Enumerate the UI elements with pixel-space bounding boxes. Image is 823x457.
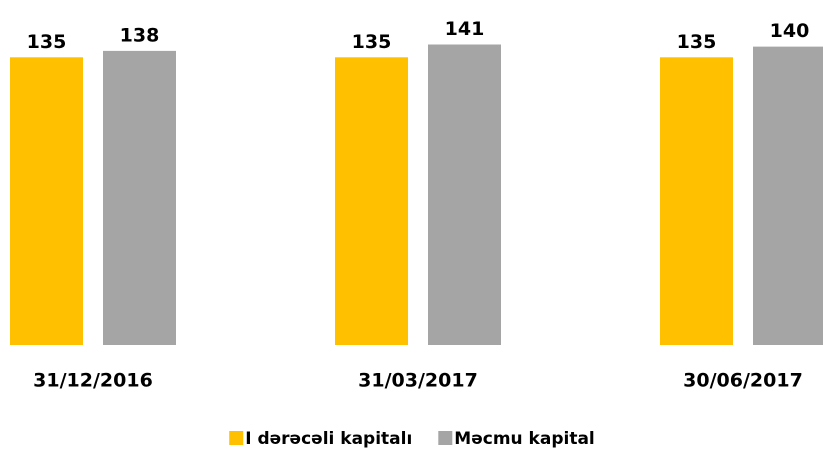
data-label: 135 — [352, 31, 392, 53]
bar — [428, 44, 501, 346]
data-label: 135 — [677, 31, 717, 53]
data-label: 141 — [445, 18, 485, 40]
x-tick-label: 30/06/2017 — [683, 370, 803, 392]
bar — [335, 57, 408, 345]
data-label: 140 — [770, 20, 810, 42]
bar — [10, 57, 83, 345]
legend-swatch — [438, 431, 453, 445]
x-tick-label: 31/03/2017 — [358, 370, 478, 392]
legend-label: Məcmu kapital — [454, 429, 594, 449]
data-label: 135 — [27, 31, 67, 53]
legend-swatch — [229, 431, 244, 445]
bar — [103, 50, 176, 345]
x-tick-label: 31/12/2016 — [33, 370, 153, 392]
bar — [753, 46, 823, 345]
data-label: 138 — [120, 24, 160, 46]
bar — [660, 57, 733, 345]
legend-label: I dərəcəli kapitalı — [245, 429, 412, 449]
